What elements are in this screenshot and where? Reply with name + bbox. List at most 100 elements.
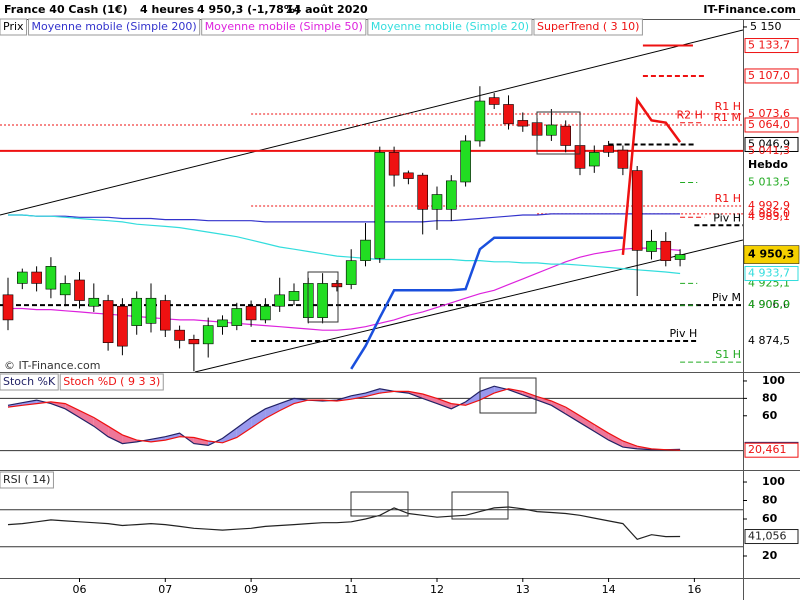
legend-label: Stoch %D ( 9 3 3) xyxy=(63,375,160,388)
price-box xyxy=(743,245,800,264)
candle-body xyxy=(102,300,114,344)
axis-label: 4 986,0 xyxy=(748,207,790,220)
legend-box xyxy=(0,18,28,36)
timeframe: 4 heures xyxy=(140,3,194,16)
axis-label: 5 073,6 xyxy=(748,107,790,120)
y-tick-label: 60 xyxy=(762,409,778,422)
candle-body xyxy=(174,329,185,341)
axis-label-box xyxy=(744,529,799,545)
supertrend-line xyxy=(350,236,623,370)
stoch-fill xyxy=(551,400,566,415)
candle-body xyxy=(617,149,629,169)
candle-body xyxy=(160,300,171,331)
stoch-fill xyxy=(479,386,495,401)
stoch-fill xyxy=(365,388,380,397)
box-drawing xyxy=(479,377,537,414)
stoch-fill xyxy=(608,433,623,448)
candle-body xyxy=(417,174,428,210)
y-tick-label: 100 xyxy=(762,475,785,488)
candle-body xyxy=(560,125,571,146)
candle-body xyxy=(445,180,457,210)
site: IT-Finance.com xyxy=(703,3,796,16)
candle-body xyxy=(74,279,85,301)
legend-label: Prix xyxy=(3,20,24,33)
x-tick-label: 06 xyxy=(73,583,87,596)
axis-label: 4 983,1 xyxy=(748,210,790,223)
y-tick-label: 60 xyxy=(762,512,778,525)
candle-body xyxy=(2,294,14,321)
candle-body xyxy=(631,170,643,251)
x-tick-label: 09 xyxy=(244,583,258,596)
x-tick-label: 07 xyxy=(158,583,172,596)
level-name: R1 M xyxy=(713,111,741,124)
stoch-fill xyxy=(251,408,266,428)
legend-label: SuperTrend ( 3 10) xyxy=(537,20,639,33)
series-line xyxy=(8,214,681,275)
candle-body xyxy=(188,338,200,345)
axis-label: 5 133,7 xyxy=(748,39,790,52)
axis-label: 5 041,3 xyxy=(748,144,790,157)
axis-label: 41,056 xyxy=(748,530,787,543)
legend-label: Moyenne mobile (Simple 200) xyxy=(32,20,197,33)
series-line xyxy=(8,213,681,223)
candle-body xyxy=(317,283,328,318)
date: 14 août 2020 xyxy=(286,3,368,16)
x-tick-label: 12 xyxy=(430,583,444,596)
axis-label: 5 013,5 xyxy=(748,176,790,189)
legend-box xyxy=(367,18,533,36)
series-line xyxy=(7,388,681,451)
candle-body xyxy=(131,297,143,326)
legend-label: Moyenne mobile (Simple 20) xyxy=(371,20,529,33)
watermark: © IT-Finance.com xyxy=(4,359,101,372)
stoch-fill xyxy=(422,394,437,404)
series-line xyxy=(7,506,681,540)
stoch-fill xyxy=(436,398,452,409)
legend-label: RSI ( 14) xyxy=(3,473,50,486)
legend-box xyxy=(0,471,54,489)
axis-label: 4 905,9 xyxy=(748,298,790,311)
candle-body xyxy=(474,100,486,142)
stoch-fill xyxy=(465,391,480,406)
y-tick-label: 80 xyxy=(762,494,778,507)
legend-label: Moyenne mobile (Simple 50) xyxy=(205,20,363,33)
candle-body xyxy=(45,266,57,290)
box-drawing xyxy=(350,491,409,517)
price-label: 4 950,3 xyxy=(748,248,794,261)
candle-body xyxy=(217,319,228,328)
stoch-fill xyxy=(622,441,638,449)
legend-box xyxy=(201,18,367,36)
candle-body xyxy=(546,124,557,136)
box-drawing xyxy=(307,271,339,323)
y-tick-label: 80 xyxy=(762,391,778,404)
axis-label: 5 046,9 xyxy=(748,137,790,150)
candle-body xyxy=(288,291,300,301)
stoch-fill xyxy=(222,427,237,443)
candle-body xyxy=(503,104,514,125)
candle-body xyxy=(603,145,614,153)
annotation: Hebdo xyxy=(748,158,788,171)
candle-body xyxy=(274,294,285,307)
drawings xyxy=(307,111,581,520)
candle-body xyxy=(245,305,257,321)
level-name: R2 H xyxy=(677,109,703,122)
axis-label-box xyxy=(744,442,799,458)
stoch-fill xyxy=(193,437,209,446)
legend-box xyxy=(533,18,643,36)
candle-body xyxy=(88,297,100,307)
axis-label: 5 107,0 xyxy=(748,69,790,82)
candle-body xyxy=(117,305,128,347)
x-tick-label: 11 xyxy=(344,583,358,596)
candle-body xyxy=(59,283,71,296)
axis-label: 4 906,0 xyxy=(748,298,790,311)
candle-body xyxy=(31,271,42,284)
axis-label: 5 064,0 xyxy=(748,118,790,131)
level-name: Piv M xyxy=(712,291,741,304)
x-tick-label: 14 xyxy=(602,583,616,596)
stoch-fill xyxy=(594,424,609,441)
supertrend-line xyxy=(621,96,682,256)
y-tick-label: 5 150 xyxy=(750,20,782,33)
stoch-fill xyxy=(93,417,109,437)
y-tick-label: 20 xyxy=(762,549,778,562)
axis-label: 4 933,7 xyxy=(748,267,790,280)
